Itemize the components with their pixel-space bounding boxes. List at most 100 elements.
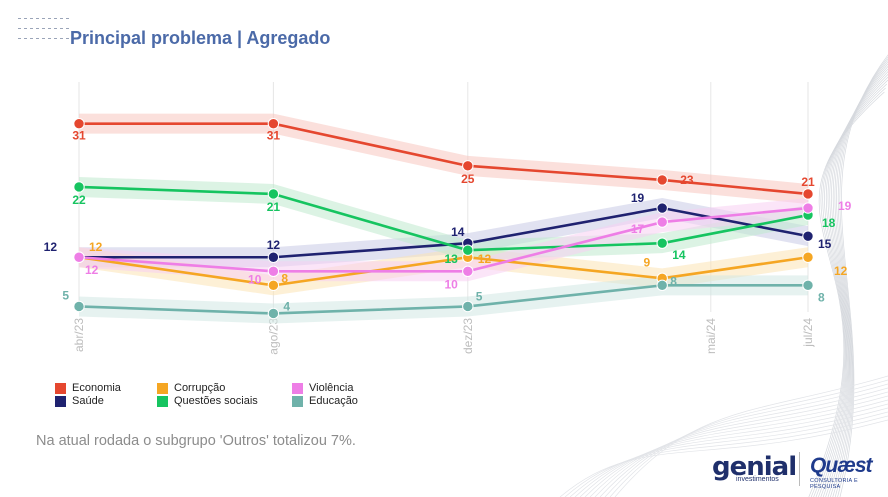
- band-economia: [79, 113, 808, 204]
- data-label-saude: 12: [267, 238, 281, 252]
- point-economia: [802, 188, 814, 200]
- data-label-questoes-sociais: 22: [72, 193, 86, 207]
- point-questoes-sociais: [462, 244, 474, 256]
- point-economia: [656, 174, 668, 186]
- data-label-questoes-sociais: 13: [444, 252, 458, 266]
- point-questoes-sociais: [267, 188, 280, 200]
- point-educacao: [73, 300, 85, 313]
- data-label-violencia: 19: [838, 199, 852, 213]
- data-label-educacao: 4: [283, 299, 290, 313]
- data-label-saude: 12: [44, 240, 58, 254]
- legend-label: Economia: [72, 382, 121, 394]
- legend-item: Educação: [292, 395, 358, 407]
- logo-icon: [18, 18, 69, 39]
- data-label-corrupcao: 8: [281, 271, 288, 285]
- footnote: Na atual rodada o subgrupo 'Outros' tota…: [36, 433, 356, 449]
- legend-swatch: [292, 382, 303, 394]
- data-label-questoes-sociais: 14: [672, 248, 686, 262]
- point-violencia: [73, 251, 85, 263]
- quaest-logo-subtitle: CONSULTORIA E PESQUISA: [810, 478, 859, 490]
- decorative-wave-line: [564, 415, 888, 497]
- data-label-educacao: 8: [670, 274, 677, 288]
- decorative-wave-line: [810, 87, 886, 497]
- legend-label: Saúde: [72, 395, 104, 407]
- data-label-educacao: 5: [62, 288, 69, 302]
- x-tick-label: jul/24: [801, 318, 815, 348]
- data-label-questoes-sociais: 21: [267, 200, 281, 214]
- decorative-wave-line: [609, 379, 888, 497]
- point-saude: [267, 251, 280, 263]
- decorative-wave-line: [579, 403, 888, 497]
- legend-item: Questões sociais: [157, 395, 258, 407]
- legend-label: Questões sociais: [174, 395, 258, 407]
- point-economia: [462, 160, 474, 172]
- x-tick-label: abr/23: [72, 318, 86, 352]
- decorative-wave-line: [604, 383, 888, 497]
- decorative-wave-lines: [559, 54, 888, 497]
- legend-item: Corrupção: [157, 382, 225, 394]
- point-corrupcao: [802, 251, 814, 263]
- data-label-economia: 25: [461, 172, 475, 186]
- legend-label: Educação: [309, 395, 358, 407]
- point-questoes-sociais: [73, 181, 85, 193]
- legend-item: Violência: [292, 382, 353, 394]
- data-label-saude: 14: [451, 225, 465, 239]
- point-educacao: [462, 300, 474, 313]
- band-educacao: [79, 275, 808, 324]
- legend-label: Corrupção: [174, 382, 226, 394]
- legend-item: Saúde: [55, 395, 104, 407]
- data-label-violencia: 12: [85, 263, 99, 277]
- decorative-wave-line: [569, 411, 888, 497]
- data-label-economia: 31: [267, 129, 281, 143]
- series-points: [73, 117, 814, 320]
- data-label-economia: 21: [801, 175, 815, 189]
- data-label-saude: 19: [631, 191, 645, 205]
- brand-divider: [799, 452, 800, 486]
- data-label-educacao: 8: [818, 290, 825, 304]
- x-tick-label: ago/23: [266, 318, 280, 355]
- data-label-corrupcao: 9: [644, 255, 651, 269]
- legend-swatch: [157, 395, 168, 407]
- band-violencia: [79, 198, 808, 282]
- data-label-questoes-sociais: 18: [822, 216, 836, 230]
- point-economia: [267, 117, 280, 130]
- data-label-corrupcao: 12: [89, 240, 103, 254]
- point-questoes-sociais: [656, 237, 668, 249]
- legend-swatch: [292, 395, 303, 407]
- decorative-wave-line: [599, 387, 888, 497]
- point-educacao: [656, 279, 668, 292]
- data-label-corrupcao: 12: [478, 252, 492, 266]
- decorative-wave-line: [813, 83, 888, 497]
- decorative-wave-line: [559, 419, 888, 497]
- page-title: Principal problema | Agregado: [70, 28, 331, 48]
- data-label-violencia: 10: [248, 272, 262, 286]
- point-violencia: [462, 265, 474, 277]
- quaest-logo: Quæst: [810, 454, 873, 477]
- point-corrupcao: [267, 279, 280, 292]
- genial-logo: genial: [712, 452, 797, 482]
- data-label-economia: 31: [72, 129, 86, 143]
- data-label-corrupcao: 12: [834, 264, 848, 278]
- legend-swatch: [55, 382, 66, 394]
- data-label-violencia: 10: [444, 277, 458, 291]
- decorative-wave-line: [574, 407, 888, 497]
- x-tick-label: dez/23: [461, 318, 475, 354]
- data-label-educacao: 5: [476, 289, 483, 303]
- point-violencia: [656, 216, 668, 228]
- decorative-wave-line: [614, 375, 888, 497]
- decorative-wave-line: [594, 391, 888, 497]
- point-educacao: [267, 307, 280, 320]
- point-violencia: [267, 265, 280, 277]
- data-label-saude: 15: [818, 237, 832, 251]
- point-saude: [802, 230, 814, 242]
- legend-swatch: [55, 395, 66, 407]
- decorative-wave-line: [589, 395, 888, 497]
- data-label-economia: 23: [680, 173, 694, 187]
- decorative-wave-line: [584, 399, 888, 497]
- point-economia: [73, 117, 85, 130]
- legend-swatch: [157, 382, 168, 394]
- point-educacao: [802, 279, 814, 292]
- point-violencia: [802, 202, 814, 214]
